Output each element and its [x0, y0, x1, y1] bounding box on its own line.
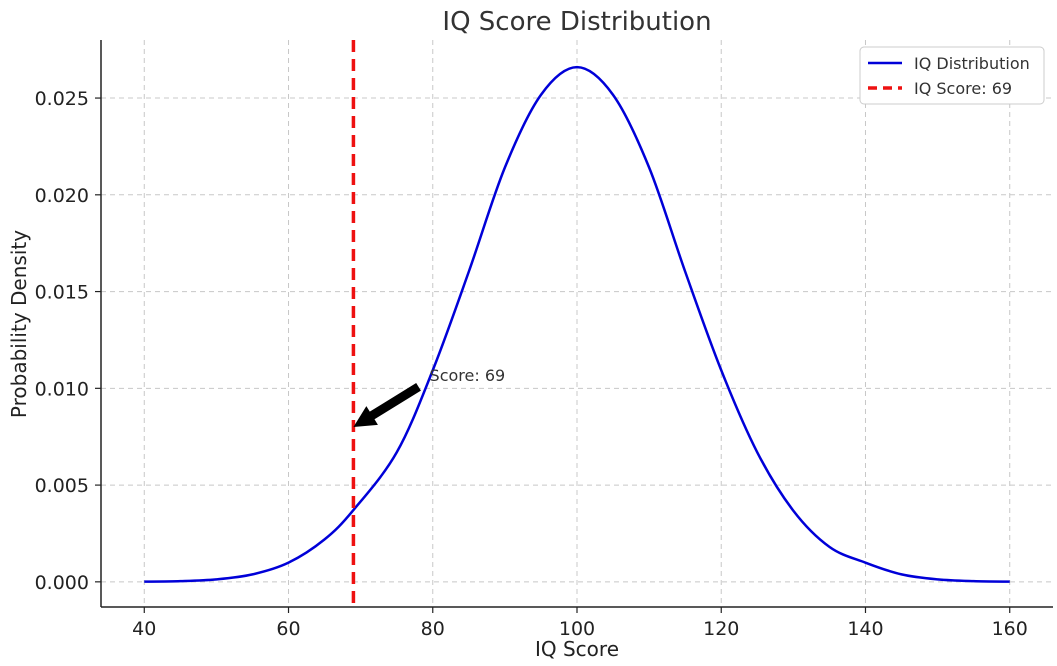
y-tick-label: 0.005	[35, 475, 89, 497]
annotation-text: Score: 69	[430, 366, 506, 385]
annotation-arrow	[353, 382, 421, 428]
tick-layer: 40 60 80 100 120 140 160 0.000 0.005 0.010 0.015 0.…	[35, 88, 1028, 640]
y-tick-label: 0.025	[35, 88, 89, 110]
x-tick-label: 100	[559, 618, 595, 640]
x-tick-label: 120	[703, 618, 739, 640]
distribution-curve	[144, 65, 1010, 583]
x-axis-label: IQ Score	[535, 637, 619, 661]
x-tick-label: 60	[276, 618, 300, 640]
y-tick-label: 0.015	[35, 282, 89, 304]
series-layer	[144, 40, 1010, 607]
legend-label-iq-score: IQ Score: 69	[914, 79, 1012, 98]
x-tick-label: 140	[847, 618, 883, 640]
legend-label-iq-distribution: IQ Distribution	[914, 54, 1030, 73]
x-tick-label: 160	[992, 618, 1028, 640]
grid-layer	[101, 40, 1053, 607]
legend-box	[859, 46, 1045, 105]
chart-title: IQ Score Distribution	[442, 7, 711, 37]
annotation-layer: Score: 69	[353, 366, 506, 428]
x-tick-label: 40	[132, 618, 156, 640]
y-tick-label: 0.000	[35, 572, 89, 594]
y-tick-label: 0.010	[35, 378, 89, 400]
x-tick-label: 80	[421, 618, 445, 640]
y-tick-label: 0.020	[35, 185, 89, 207]
y-axis-label: Probability Density	[7, 230, 31, 418]
legend: IQ Distribution IQ Score: 69	[859, 46, 1045, 105]
